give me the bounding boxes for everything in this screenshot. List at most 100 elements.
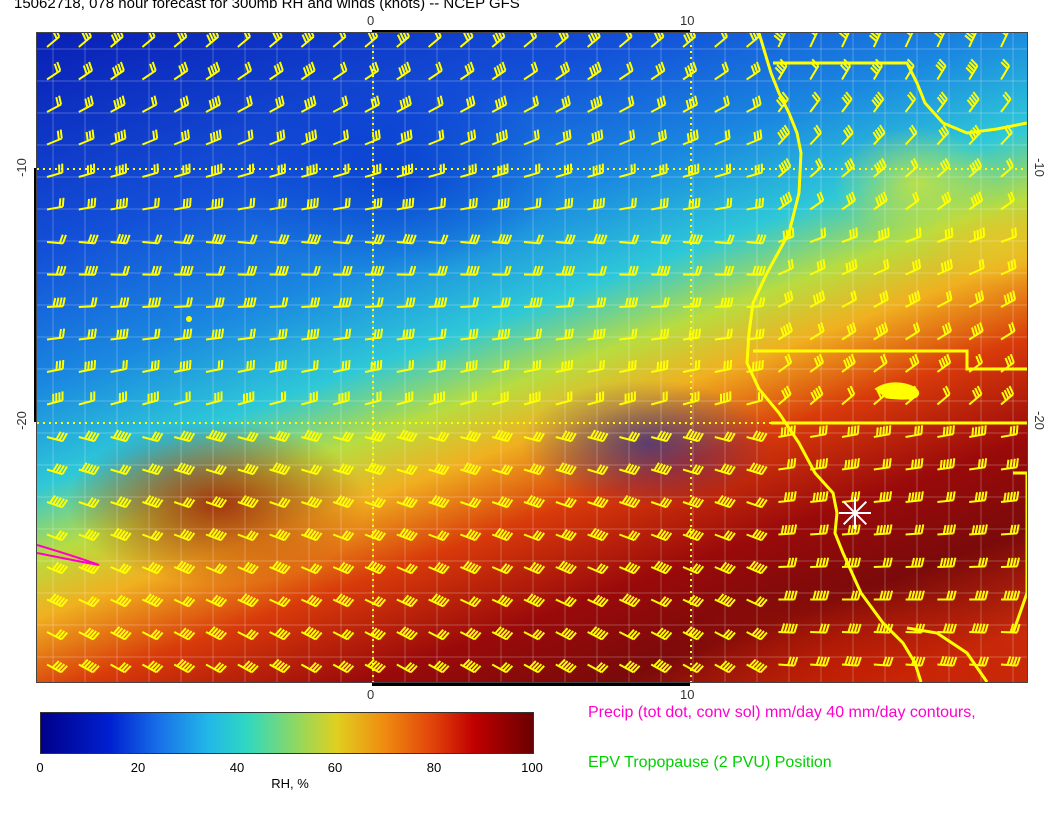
wind-barb [174,265,194,276]
wind-barb [332,530,355,542]
wind-barb [555,560,577,575]
wind-barb [619,530,641,542]
wind-barb [205,594,228,608]
wind-barb [110,496,132,509]
wind-barb [905,191,920,211]
wind-barb [905,590,925,601]
wind-barb [300,61,316,81]
rh-field [36,32,1028,683]
wind-barb [78,95,94,113]
wind-barb [46,297,66,308]
coastline-segment [1011,471,1027,634]
wind-barb [714,33,729,48]
wind-barb [110,297,130,308]
wind-barb [46,197,65,211]
wind-barb [396,95,412,113]
wind-barb [46,530,69,542]
wind-barb [46,463,68,476]
wind-barb [523,561,546,575]
wind-barb [301,496,323,509]
wind-barb [269,391,287,406]
wind-barb [905,458,924,471]
wind-barb [428,95,444,113]
wind-barb [870,58,883,81]
wind-barb [78,163,96,178]
wind-barb [714,61,730,81]
wind-barb [109,33,124,48]
wind-barb [492,328,511,341]
wind-barb [841,322,857,341]
wind-barb [173,596,196,608]
wind-barb [142,328,161,341]
wind-barb [110,197,129,211]
wind-barb [269,462,291,476]
wind-barb [523,129,540,146]
wind-barb [459,596,482,608]
wind-barb [78,560,100,575]
wind-barb [364,497,387,509]
wind-barb [78,391,96,406]
wind-barb [587,359,605,373]
wind-barb [110,233,131,245]
wind-barb [301,129,318,146]
wind-barb [237,593,259,608]
wind-barb [428,163,445,178]
wind-barb [904,58,915,81]
wind-barb [1000,458,1019,471]
colorbar-label: RH, % [271,776,309,791]
wind-barb [968,322,984,341]
wind-barb [300,626,323,641]
wind-barb [460,297,480,308]
wind-barb [142,359,160,373]
wind-barb [714,431,736,443]
wind-barb [555,163,573,178]
wind-barb [269,497,291,509]
wind-barb [491,391,509,406]
wind-barb [110,563,132,575]
wind-barb [905,491,924,503]
wind-barb [173,61,189,81]
wind-barb [937,655,958,667]
wind-barb [969,557,989,568]
map-title: 15062718, 078 hour forecast for 300mb RH… [14,0,520,12]
wind-barb [777,290,794,308]
wind-barb [1000,353,1015,373]
wind-barb [651,328,670,341]
wind-barb [141,61,157,81]
wind-barb [555,95,571,113]
wind-barb [396,197,415,211]
wind-barb [333,359,351,373]
wind-barb [555,391,573,406]
wind-barb [933,33,946,48]
wind-barb [460,462,482,476]
wind-barb [237,530,259,542]
wind-barb [839,58,852,81]
wind-barb [905,524,925,536]
wind-barb [809,91,821,113]
wind-barb [651,197,669,211]
wind-barb [714,328,733,341]
wind-barb [174,328,193,341]
wind-barb [46,629,69,641]
wind-barb [141,33,156,48]
wind-barb [269,596,291,608]
wind-barb [682,527,705,542]
wind-barb [396,626,418,641]
bottom-axis-label-10: 10 [680,687,695,702]
wind-barb [555,596,577,608]
wind-barb [905,258,922,276]
wind-barb [110,129,127,146]
wind-barb [587,129,604,146]
wind-barb [904,385,919,406]
wind-barb [523,265,544,276]
wind-barb [936,157,951,178]
wind-barb [428,530,450,542]
wind-barb [523,660,545,674]
wind-barb [1000,191,1016,211]
wind-barb [936,258,953,276]
wind-barb [173,430,196,443]
wind-barb [746,265,767,276]
wind-barb [905,656,926,667]
wind-barb [396,391,414,406]
wind-barb [523,359,542,373]
